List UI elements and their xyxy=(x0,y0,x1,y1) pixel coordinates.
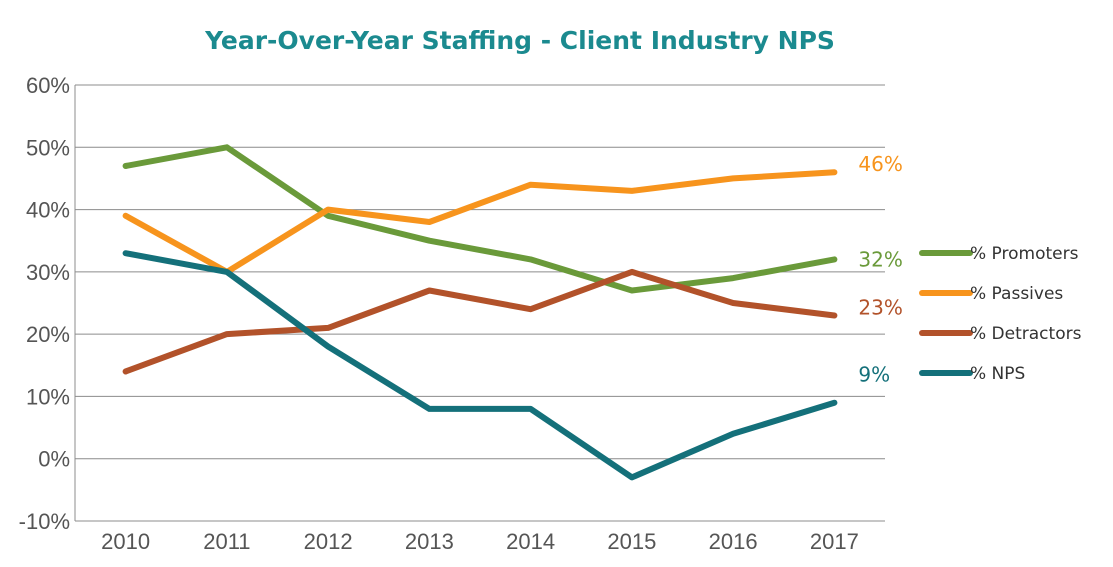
legend-label: % Detractors xyxy=(970,324,1082,344)
y-tick-label: -10% xyxy=(19,509,70,534)
series-line xyxy=(122,144,838,294)
x-tick-label: 2016 xyxy=(709,529,758,554)
y-tick-label: 40% xyxy=(26,198,70,223)
x-tick-label: 2010 xyxy=(101,529,150,554)
x-tick-label: 2017 xyxy=(810,529,859,554)
y-tick-label: 50% xyxy=(26,135,70,160)
x-tick-label: 2013 xyxy=(405,529,454,554)
y-tick-label: 10% xyxy=(26,384,70,409)
legend-label: % Promoters xyxy=(970,244,1079,264)
series-line xyxy=(122,268,838,375)
x-tick-label: 2015 xyxy=(607,529,656,554)
y-tick-label: 30% xyxy=(26,260,70,285)
legend-label: % Passives xyxy=(970,284,1063,304)
end-value-label: 46% xyxy=(858,152,902,176)
chart-title: Year-Over-Year Staffing - Client Industr… xyxy=(205,26,835,55)
series-line xyxy=(122,250,838,481)
y-tick-label: 60% xyxy=(26,73,70,98)
x-tick-label: 2012 xyxy=(304,529,353,554)
end-value-label: 23% xyxy=(858,295,902,319)
legend-label: % NPS xyxy=(970,364,1025,384)
series-line xyxy=(122,169,838,275)
x-tick-label: 2014 xyxy=(506,529,555,554)
y-tick-label: 20% xyxy=(26,322,70,347)
end-value-label: 9% xyxy=(858,363,890,387)
y-tick-label: 0% xyxy=(38,447,70,472)
end-value-label: 32% xyxy=(858,247,902,271)
x-tick-label: 2011 xyxy=(203,529,250,554)
